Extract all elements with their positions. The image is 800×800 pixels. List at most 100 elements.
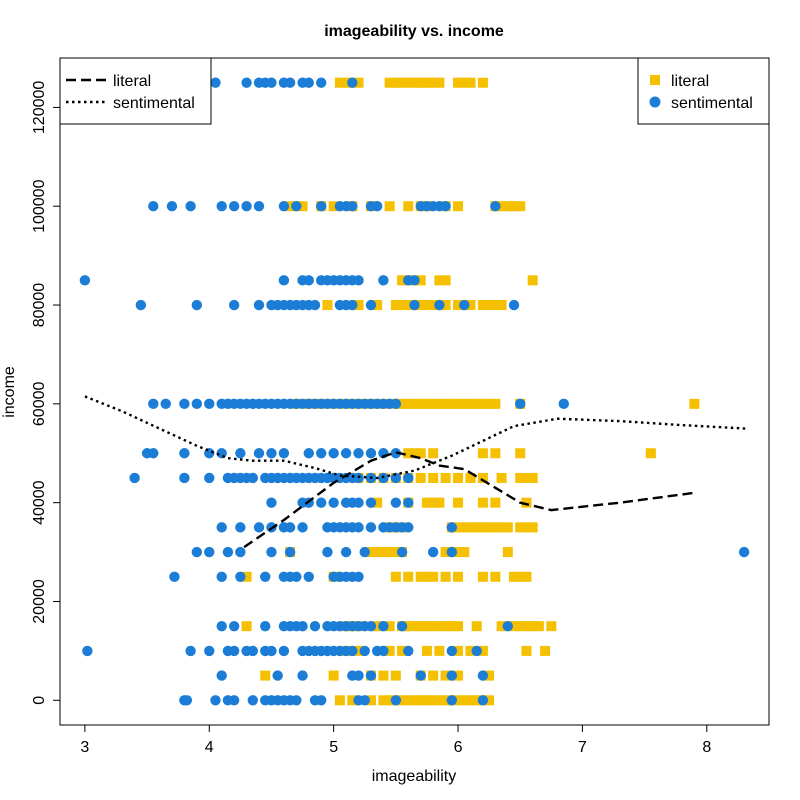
y-axis: 0 20000 40000 60000 80000 100000 120000 [31,81,61,705]
sentimental-point [235,571,246,582]
literal-point [453,695,464,706]
sentimental-point [79,275,91,286]
literal-point [434,621,445,632]
sentimental-point [328,497,339,508]
literal-point [334,77,345,88]
sentimental-point [353,472,364,484]
literal-point [347,695,358,706]
sentimental-point [291,571,302,582]
literal-point [409,695,420,706]
sentimental-point [266,497,277,508]
sentimental-point [477,670,489,681]
literal-point [397,77,408,88]
sentimental-point [210,695,221,706]
literal-point [403,398,414,409]
sentimental-point [216,201,227,212]
sentimental-point [353,497,364,508]
point-legend: literal sentimental [637,57,770,125]
literal-point [334,695,345,706]
sentimental-point [340,448,352,459]
x-axis: 3 4 5 6 7 8 [80,724,711,756]
literal-point [428,300,439,311]
sentimental-point [297,670,308,681]
sentimental-point [353,571,364,582]
sentimental-point [160,398,171,410]
y-tick-label: 120000 [31,81,48,134]
literal-point [341,77,352,88]
sentimental-point [253,299,265,311]
sentimental-point [309,299,321,311]
x-tick-label: 5 [329,739,338,756]
literal-point [397,645,408,656]
literal-point [372,547,383,558]
literal-point [521,497,532,508]
sentimental-point [316,695,327,706]
sentimental-point [228,645,240,657]
sentimental-point [148,448,159,459]
literal-point [477,398,488,409]
literal-point [397,398,408,409]
sentimental-point [446,695,458,706]
sentimental-point [235,522,246,533]
literal-point [384,547,395,558]
sentimental-point [204,398,215,410]
sentimental-point [235,546,246,558]
sentimental-point [471,645,482,657]
sentimental-point [309,620,321,632]
literal-point [471,621,482,632]
sentimental-point [297,620,308,632]
sentimental-point [181,695,193,706]
literal-point [434,77,445,88]
sentimental-point [179,472,190,484]
literal-point [353,77,364,88]
literal-point [403,77,414,88]
sentimental-point [502,620,513,632]
sentimental-point [241,201,252,212]
y-tick-label: 80000 [31,283,48,328]
literal-point [428,472,439,483]
sentimental-point [210,77,221,88]
point-legend-literal-swatch [650,75,660,85]
literal-point [428,571,439,582]
literal-point [459,547,470,558]
sentimental-point [228,620,240,632]
literal-point [421,77,432,88]
literal-point [415,300,426,311]
sentimental-point [266,77,277,88]
sentimental-point [490,201,501,212]
literal-point [502,201,513,212]
literal-point [428,621,439,632]
y-tick-label: 20000 [31,579,48,624]
literal-point [440,670,451,681]
sentimental-point [266,645,277,657]
sentimental-point [253,201,265,212]
literal-point [490,448,501,459]
sentimental-point [253,448,265,459]
y-tick-label: 60000 [31,382,48,427]
literal-point [484,695,495,706]
literal-point [477,497,488,508]
sentimental-trend-line [84,395,747,480]
literal-point [434,398,445,409]
literal-point [403,300,414,311]
sentimental-point [216,522,227,533]
sentimental-series [79,77,750,706]
literal-point [440,571,451,582]
sentimental-point [446,645,458,657]
sentimental-point [191,398,203,410]
sentimental-point [284,77,296,88]
literal-point [415,695,426,706]
sentimental-point [260,620,271,632]
sentimental-point [191,546,203,558]
literal-point [434,275,445,286]
literal-point [484,398,495,409]
sentimental-point [403,645,414,657]
sentimental-point [446,670,458,681]
sentimental-point [328,448,339,459]
literal-point [453,398,464,409]
line-legend-box [59,57,212,125]
x-tick-label: 3 [80,739,89,756]
sentimental-point [216,620,227,632]
sentimental-point [390,472,402,484]
